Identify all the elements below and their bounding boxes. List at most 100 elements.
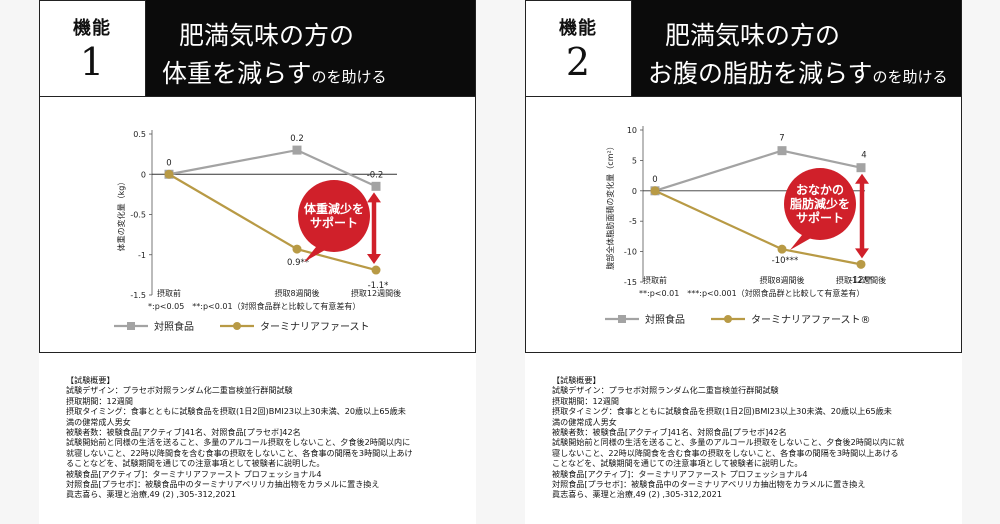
bubble-text: 体重減少を: [304, 201, 364, 216]
bubble-text: サポート: [310, 215, 358, 230]
summary-line: ることなどを、試験期間を通じての注意事項として被験者に説明した。: [66, 458, 325, 469]
summary-line: 摂取期間：12週間: [552, 395, 619, 406]
y-axis-label: 体重の変化量（kg）: [116, 178, 126, 252]
significance-note: *:p<0.05 **:p<0.01（対照食品群と比較して有意差有）: [148, 301, 360, 311]
header-title-block: [146, 0, 475, 96]
legend-marker-control: [618, 315, 626, 323]
header-divider: [145, 0, 146, 97]
speech-bubble: [784, 168, 856, 240]
x-category-label: 摂取8週間後: [274, 288, 319, 298]
x-category-label: 摂取前: [643, 275, 667, 285]
control-data-point: [292, 145, 302, 155]
y-tick-label: -15: [624, 278, 637, 287]
y-tick-label: 5: [632, 156, 637, 165]
active-data-point: [371, 265, 381, 275]
difference-arrow-head-down: [367, 254, 381, 265]
data-label: 0.9**: [287, 258, 309, 268]
y-tick-label: -1.5: [130, 291, 146, 300]
control-data-point: [371, 181, 381, 191]
summary-line: 被験食品[アクティブ]：ターミナリアファースト プロフェッショナル4: [552, 468, 808, 479]
bubble-text: 脂肪減少を: [789, 196, 850, 211]
header-title-block: [632, 0, 961, 96]
legend-label-active: ターミナリアファースト®: [751, 314, 871, 326]
summary-line: 摂取タイミング：食事とともに試験食品を摂取(1日2回)BMI23以上30未満、2…: [552, 406, 892, 417]
legend-label-control: 対照食品: [645, 313, 685, 326]
title-line-2-small: のを助ける: [311, 68, 387, 86]
header-divider: [631, 0, 632, 97]
data-label: -1.1*: [368, 281, 389, 291]
y-tick-label: -10: [624, 248, 637, 257]
control-data-point: [777, 146, 787, 156]
function-panel-2: 機能 2 肥満気味の方の お腹の脂肪を減らすのを助ける 10 5 0 -5 -10 -15…: [525, 0, 962, 524]
x-category-label: 摂取前: [157, 288, 181, 298]
data-label: -10***: [772, 256, 799, 266]
summary-line: 【試験概要】: [552, 375, 601, 385]
summary-line: 摂取タイミング：食事とともに試験食品を摂取(1日2回)BMI23以上30未満、2…: [66, 406, 406, 417]
header-bottom-rule: [525, 96, 961, 97]
function-label: 機能: [73, 18, 111, 39]
legend-marker-control: [127, 322, 135, 330]
y-tick-label: 0.5: [133, 130, 146, 139]
title-line-1: 肥満気味の方の: [179, 21, 355, 50]
speech-bubble: [298, 180, 370, 252]
y-tick-label: -1: [138, 251, 146, 260]
summary-line: 被験食品[アクティブ]：ターミナリアファースト プロフェッショナル4: [66, 468, 322, 479]
y-tick-label: 10: [627, 126, 637, 135]
summary-line: 試験開始前と同様の生活を送ること、多量のアルコール摂取をしないこと、夕食後2時間…: [66, 437, 411, 448]
trial-summary: 【試験概要】 試験デザイン：プラセボ対照ランダム化二重盲検並行群間試験 摂取期間：1…: [66, 375, 472, 500]
function-number: 2: [565, 40, 591, 84]
control-series-line: [168, 148, 377, 188]
active-data-point: [650, 186, 660, 196]
weight-change-chart: 0.5 0 -0.5 -1 -1.5 体重の変化量（kg） 摂取前 摂取8週間後 摂取12週間後…: [114, 130, 401, 333]
summary-line: 被験者数：被験食品[アクティブ]41名、対照食品[プラセボ]42名: [552, 427, 787, 438]
active-data-point: [292, 244, 302, 254]
function-number: 1: [79, 40, 105, 84]
summary-line: 満の健常成人男女: [552, 416, 617, 427]
y-axis-label: 腹部全体脂肪面積の変化量（cm²）: [605, 142, 615, 269]
summary-line: 眞志喜ら、薬理と治療,49 (2) ,305-312,2021: [552, 489, 722, 500]
title-line-1: 肥満気味の方の: [665, 21, 841, 50]
title-line-2-small: のを助ける: [872, 68, 948, 86]
y-tick-label: 0: [141, 170, 146, 179]
summary-line: 試験デザイン：プラセボ対照ランダム化二重盲検並行群間試験: [66, 385, 293, 396]
summary-line: 寝しないこと、22時以降間食を含む食事の摂取をしないこと、各食事の間隔を3時間以…: [552, 447, 899, 458]
active-data-point: [777, 244, 787, 254]
control-data-point: [856, 163, 866, 173]
legend-marker-active: [724, 315, 732, 323]
legend-label-active: ターミナリアファースト: [260, 321, 370, 333]
y-tick-label: -0.5: [130, 211, 146, 220]
title-line-2: お腹の脂肪を減らすのを助ける: [648, 54, 948, 90]
title-line-2-main: お腹の脂肪を減らす: [648, 59, 873, 88]
bubble-text: おなかの: [796, 183, 844, 197]
belly-fat-change-chart: 10 5 0 -5 -10 -15 腹部全体脂肪面積の変化量（cm²） 摂取前 摂取8週間後 摂取…: [605, 126, 886, 326]
legend-marker-active: [233, 322, 241, 330]
x-category-label: 摂取12週間後: [351, 288, 401, 298]
active-data-point: [856, 259, 866, 269]
data-label: 0: [166, 158, 171, 168]
data-label: 4: [861, 151, 866, 161]
bubble-text: サポート: [796, 210, 844, 225]
summary-line: ことなどを、試験期間を通じての注意事項として被験者に説明した。: [552, 458, 803, 469]
x-category-label: 摂取8週間後: [759, 275, 804, 285]
summary-line: 被験者数：被験食品[アクティブ]41名、対照食品[プラセボ]42名: [66, 427, 301, 438]
difference-arrow-head-up: [855, 173, 869, 184]
data-label: 7: [779, 134, 784, 144]
active-data-point: [164, 169, 174, 179]
data-label: 0: [652, 175, 657, 185]
data-label: 0.2: [290, 134, 304, 144]
title-line-2: 体重を減らすのを助ける: [162, 54, 387, 90]
legend-label-control: 対照食品: [154, 320, 194, 333]
title-line-2-main: 体重を減らす: [162, 59, 312, 88]
summary-line: 摂取期間：12週間: [66, 395, 133, 406]
summary-line: 満の健常成人男女: [66, 416, 131, 427]
trial-summary: 【試験概要】 試験デザイン：プラセボ対照ランダム化二重盲検並行群間試験 摂取期間：1…: [552, 375, 958, 500]
y-tick-label: -5: [629, 217, 637, 226]
function-panel-1: 機能 1 肥満気味の方の 体重を減らすのを助ける 0.5 0 -0.5 -1 -1.5 体…: [39, 0, 476, 524]
x-category-label: 摂取12週間後: [836, 275, 886, 285]
data-label: -12**: [850, 275, 872, 285]
header-bottom-rule: [39, 96, 475, 97]
summary-line: 試験デザイン：プラセボ対照ランダム化二重盲検並行群間試験: [552, 385, 779, 396]
summary-line: 眞志喜ら、薬理と治療,49 (2) ,305-312,2021: [66, 489, 236, 500]
difference-arrow-head-up: [367, 192, 381, 203]
difference-arrow-head-down: [855, 248, 869, 259]
